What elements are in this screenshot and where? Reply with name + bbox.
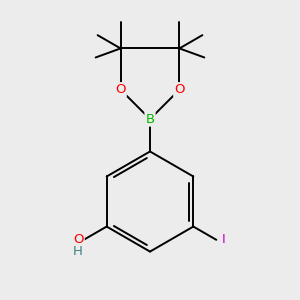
Text: H: H [73, 245, 83, 258]
Text: I: I [222, 233, 226, 246]
Text: O: O [73, 233, 84, 246]
Text: O: O [174, 83, 185, 96]
Text: B: B [146, 112, 154, 126]
Text: O: O [115, 83, 126, 96]
